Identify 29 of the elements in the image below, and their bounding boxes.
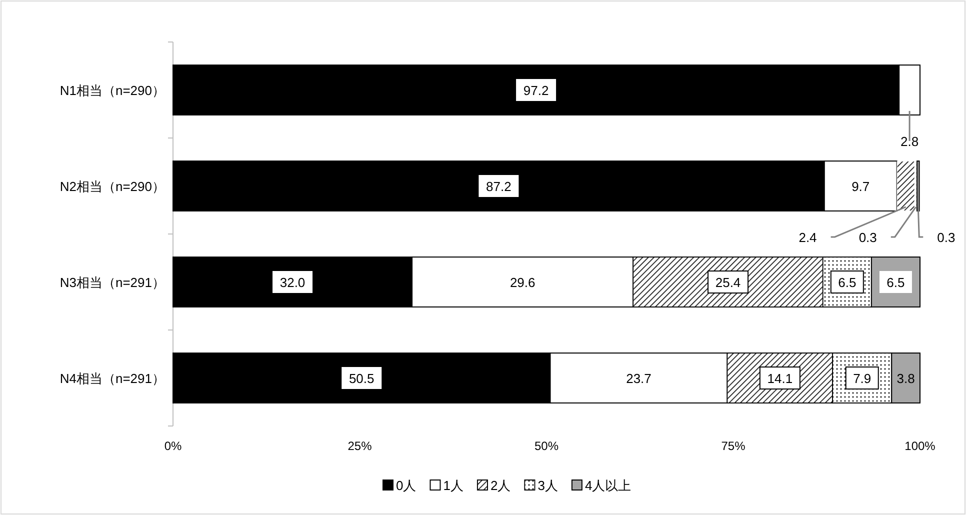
data-label: 50.5 [348, 371, 374, 386]
data-label: 0.3 [937, 230, 956, 245]
legend-label: 0人 [396, 478, 416, 493]
data-label: 2.4 [798, 230, 817, 245]
x-tick-label: 75% [721, 439, 746, 453]
x-tick-label: 0% [164, 439, 182, 453]
y-tick-label: N4相当（n=291） [60, 371, 165, 386]
legend-label: 2人 [490, 478, 511, 493]
x-tick-label: 50% [534, 439, 559, 453]
data-label: 9.7 [852, 179, 870, 194]
data-label: 6.5 [886, 275, 905, 290]
y-tick-label: N3相当（n=291） [60, 275, 165, 290]
data-label: 97.2 [523, 83, 549, 98]
data-label: 23.7 [626, 371, 652, 386]
y-tick-label: N2相当（n=290） [60, 179, 165, 194]
y-tick-label: N1相当（n=290） [60, 83, 165, 98]
x-tick-label: 25% [348, 439, 372, 453]
data-label: 7.9 [853, 371, 872, 386]
legend-label: 4人以上 [584, 478, 632, 493]
legend-label: 1人 [443, 478, 464, 493]
data-label: 32.0 [280, 275, 306, 290]
data-label: 6.5 [838, 275, 856, 290]
x-tick-label: 100% [904, 439, 936, 453]
data-label: 0.3 [858, 230, 877, 245]
data-label: 3.8 [896, 371, 915, 386]
data-label: 87.2 [486, 179, 512, 194]
legend-label: 3人 [538, 478, 558, 493]
data-label: 29.6 [510, 275, 536, 290]
data-label: 2.8 [900, 134, 919, 149]
